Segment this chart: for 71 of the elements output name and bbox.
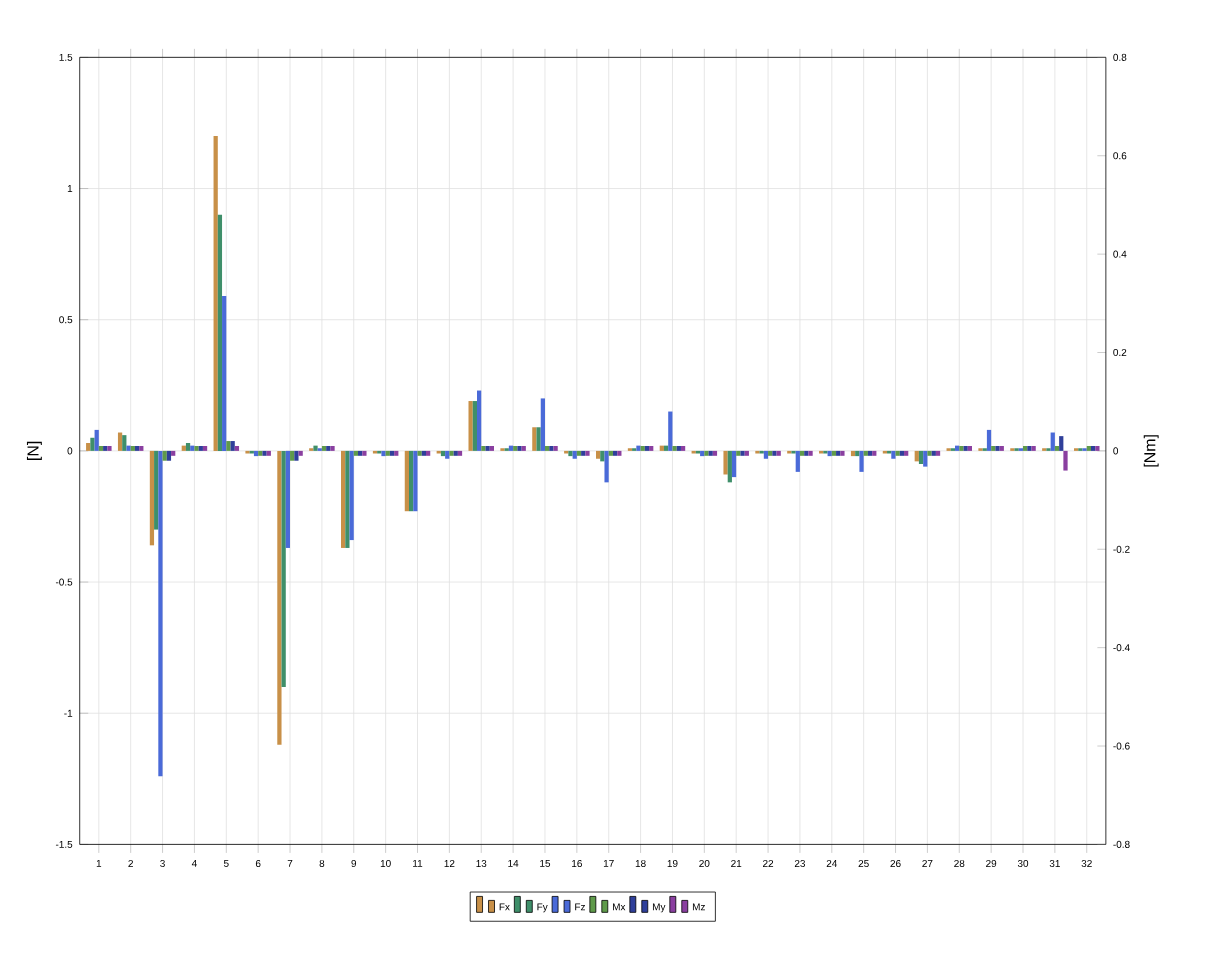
bar <box>1059 436 1064 451</box>
bar <box>86 443 91 451</box>
bar <box>122 435 127 451</box>
bar <box>680 445 686 451</box>
bar <box>649 445 654 451</box>
bar <box>166 450 172 461</box>
bar <box>298 450 303 456</box>
bar <box>659 445 664 451</box>
bar <box>595 450 601 459</box>
bar <box>149 450 155 546</box>
bar <box>986 429 992 451</box>
bar <box>872 450 877 456</box>
bar <box>185 443 191 451</box>
bar <box>544 445 550 451</box>
bar <box>202 445 208 451</box>
bar <box>663 445 669 451</box>
bar <box>457 450 463 456</box>
bar <box>421 450 427 456</box>
bar <box>644 445 650 451</box>
bar <box>94 429 99 451</box>
bar <box>285 450 291 548</box>
bar <box>859 450 864 472</box>
bar <box>904 450 909 456</box>
bar <box>134 445 140 451</box>
bar <box>404 450 410 512</box>
bar <box>668 411 673 451</box>
bar <box>394 450 399 456</box>
bar <box>918 450 924 464</box>
bar <box>1050 432 1055 451</box>
bar <box>389 450 395 456</box>
bar <box>604 450 609 483</box>
bar <box>923 450 928 467</box>
bar <box>863 450 868 456</box>
bar <box>731 450 737 478</box>
bar <box>899 450 905 456</box>
bar <box>608 450 613 456</box>
bar <box>1063 450 1068 471</box>
bar <box>617 450 622 456</box>
bar <box>967 445 973 451</box>
bar <box>162 450 167 461</box>
bar <box>234 445 240 451</box>
bar <box>154 450 159 530</box>
bar <box>277 450 282 745</box>
bar <box>855 450 860 457</box>
bar <box>353 450 359 456</box>
bar <box>90 437 95 451</box>
bar <box>723 450 728 475</box>
bar <box>181 445 186 451</box>
bar <box>281 450 286 687</box>
bar <box>727 450 732 483</box>
bar <box>139 445 144 451</box>
bar <box>540 398 545 451</box>
bar <box>222 296 227 451</box>
bar <box>867 450 873 456</box>
bar <box>349 450 354 541</box>
bar <box>850 450 856 457</box>
bar <box>795 450 800 472</box>
bar <box>935 450 941 456</box>
bar <box>171 450 176 456</box>
bar <box>98 445 104 451</box>
bar <box>217 214 223 451</box>
bar <box>158 450 163 777</box>
bar <box>799 450 805 456</box>
bar <box>117 432 123 451</box>
bar <box>440 450 446 457</box>
bar <box>213 136 218 451</box>
bar <box>426 450 431 456</box>
bar <box>476 390 482 451</box>
bar <box>321 445 327 451</box>
bar <box>612 450 618 456</box>
bar <box>712 450 718 456</box>
